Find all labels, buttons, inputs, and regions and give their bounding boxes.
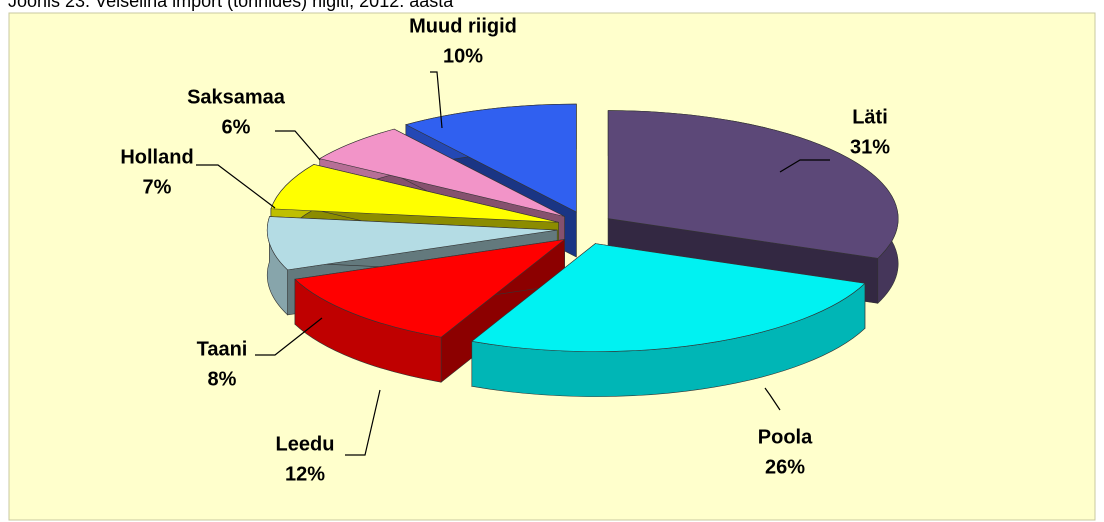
slice — [471, 242, 866, 397]
value-label: 8% — [208, 368, 237, 390]
leader-line — [196, 164, 276, 209]
slice-top — [471, 243, 866, 352]
slice-top — [405, 103, 577, 213]
category-label: Holland — [120, 146, 193, 168]
leader-line — [275, 130, 321, 161]
slice — [294, 238, 566, 383]
leader-line — [255, 317, 323, 356]
value-label: 7% — [143, 176, 172, 198]
value-label: 12% — [285, 463, 325, 485]
value-label: 31% — [850, 136, 890, 158]
category-label: Leedu — [276, 433, 335, 455]
category-label: Poola — [758, 426, 813, 448]
slice-top — [266, 216, 558, 271]
category-label: Saksamaa — [187, 86, 286, 108]
category-label: Läti — [852, 106, 888, 128]
slice-top — [318, 128, 565, 217]
slice-top — [294, 239, 566, 338]
value-label: 10% — [443, 45, 483, 67]
value-label: 26% — [765, 456, 805, 478]
category-label: Muud riigid — [409, 15, 517, 37]
slice-top — [270, 164, 559, 223]
leader-line — [779, 159, 830, 173]
leader-line — [345, 389, 381, 456]
chart-title: Joonis 23. Veiseliha import (tonnides) r… — [8, 0, 454, 11]
slice-top — [607, 110, 899, 259]
value-label: 6% — [222, 116, 251, 138]
category-label: Taani — [197, 338, 248, 360]
leader-line — [764, 387, 781, 411]
leader-line — [430, 71, 443, 129]
